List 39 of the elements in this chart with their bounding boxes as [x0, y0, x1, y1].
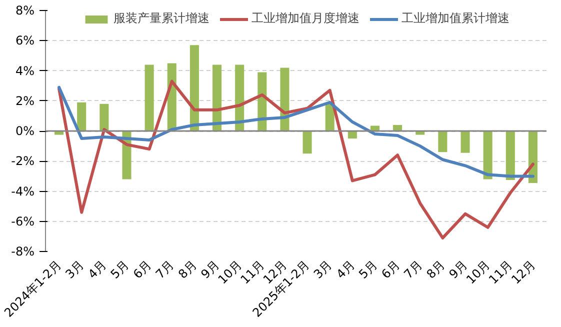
bar — [302, 131, 312, 154]
x-tick-label: 4月 — [85, 258, 110, 282]
x-tick-label: 8月 — [424, 258, 448, 282]
y-tick-label: 6% — [15, 34, 35, 48]
bar — [506, 131, 515, 180]
y-tick-label: 4% — [15, 64, 35, 78]
x-tick-label: 4月 — [334, 258, 358, 282]
y-tick-label: 8% — [15, 4, 35, 18]
line-series — [58, 80, 534, 240]
legend-label: 工业增加值累计增速 — [402, 10, 510, 27]
bar — [235, 64, 244, 131]
bar — [190, 45, 199, 131]
legend-label: 服装产量累计增速 — [114, 10, 210, 27]
x-tick-label: 7月 — [401, 258, 426, 282]
y-tick-label: -8% — [11, 244, 35, 258]
x-tick-label: 3月 — [62, 258, 87, 282]
x-tick-label: 5月 — [108, 258, 132, 282]
y-tick-label: 0% — [15, 124, 35, 138]
bar — [370, 126, 380, 131]
bar — [144, 64, 154, 131]
x-tick-label: 6月 — [378, 258, 403, 282]
y-tick-label: -2% — [11, 154, 35, 168]
bar — [393, 124, 402, 131]
bar — [100, 104, 109, 131]
x-tick-label: 6月 — [130, 258, 154, 282]
y-tick-label: -6% — [11, 214, 35, 228]
bar — [483, 131, 492, 180]
legend-label: 工业增加值月度增速 — [252, 10, 360, 27]
x-tick-label: 8月 — [176, 258, 200, 282]
bar — [460, 131, 470, 153]
x-tick-label: 7月 — [153, 258, 177, 282]
y-tick-label: 2% — [15, 94, 35, 108]
x-tick-label: 5月 — [356, 258, 380, 282]
bar — [77, 102, 86, 131]
y-tick-label: -4% — [11, 184, 35, 198]
bar — [438, 131, 448, 152]
line-series — [58, 86, 534, 178]
bar — [212, 64, 222, 131]
x-tick-label: 3月 — [311, 258, 335, 282]
